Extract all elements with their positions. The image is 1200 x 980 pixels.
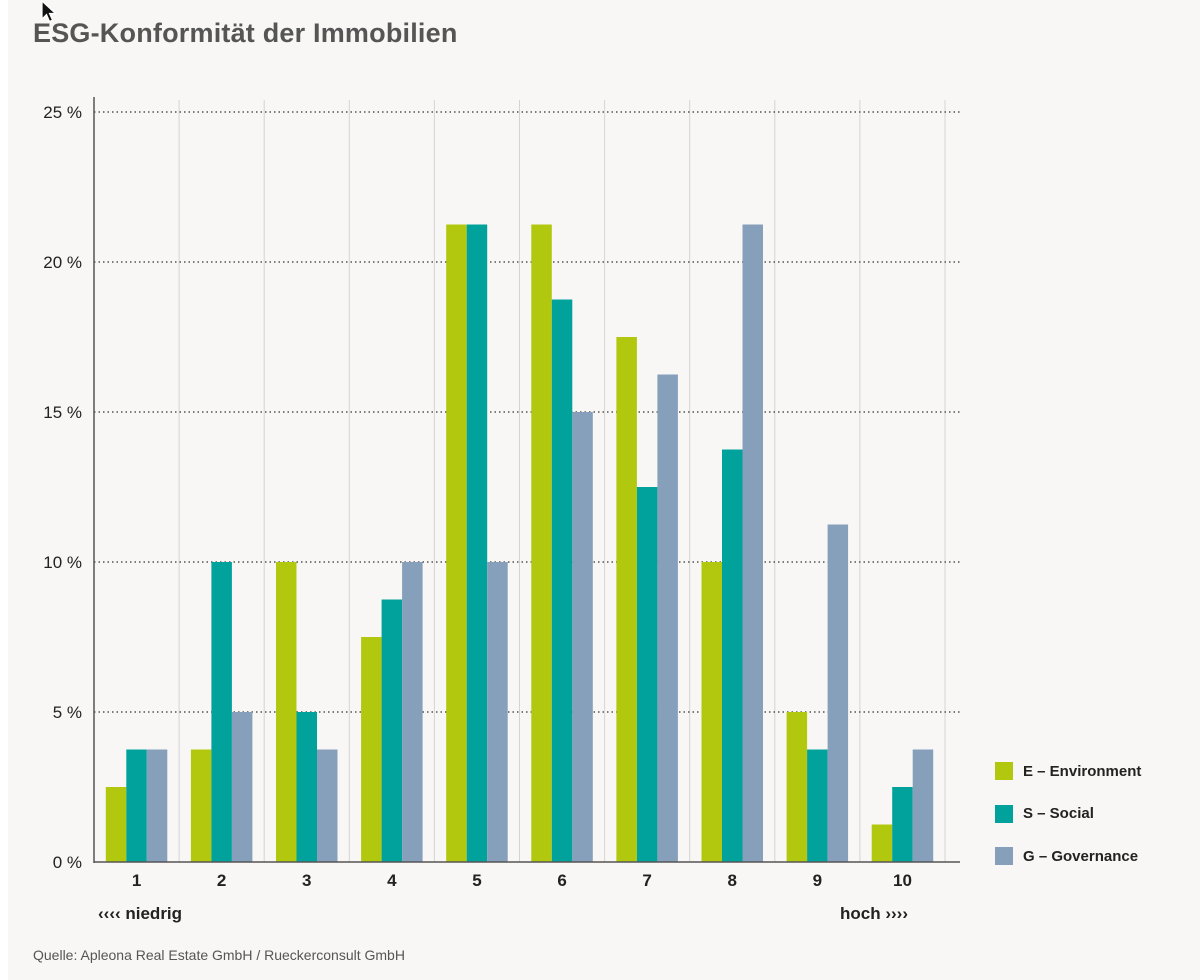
x-tick-label: 7 [642, 871, 651, 890]
source-note: Quelle: Apleona Real Estate GmbH / Rueck… [33, 947, 405, 963]
y-tick-label: 20 % [43, 253, 82, 272]
bar [786, 712, 808, 862]
bar [231, 712, 253, 862]
legend-item-social: S – Social [995, 803, 1141, 825]
bar [657, 374, 678, 862]
bar [827, 524, 849, 862]
legend-item-environment: E – Environment [995, 760, 1141, 782]
bar [871, 824, 893, 862]
bar [616, 337, 637, 862]
bar [807, 749, 828, 862]
bar [636, 487, 658, 862]
bar [211, 562, 232, 862]
bar [190, 749, 212, 862]
y-tick-label: 15 % [43, 403, 82, 422]
scale-low-label: ‹‹‹‹ niedrig [98, 904, 183, 923]
bar [701, 562, 722, 862]
bar [531, 224, 552, 862]
bar [402, 562, 423, 862]
legend-swatch-social [995, 804, 1013, 823]
bar [551, 299, 573, 862]
scale-high-label: hoch ›››› [840, 904, 908, 923]
bar [487, 562, 508, 862]
y-tick-label: 10 % [43, 553, 82, 572]
x-tick-label: 1 [132, 871, 141, 890]
bar [381, 599, 403, 862]
y-tick-label: 5 % [53, 703, 82, 722]
bar [361, 637, 382, 862]
legend-label-environment: E – Environment [1023, 762, 1142, 780]
x-tick-label: 5 [472, 871, 481, 890]
bar [146, 749, 168, 862]
legend-label-governance: G – Governance [1023, 847, 1139, 865]
bar [892, 787, 913, 862]
legend-item-governance: G – Governance [995, 845, 1141, 867]
bar [276, 562, 297, 862]
legend-label-social: S – Social [1023, 805, 1094, 822]
bar [296, 712, 317, 862]
mouse-cursor-icon [41, 0, 58, 23]
bar [446, 224, 467, 862]
x-tick-label: 8 [728, 871, 737, 890]
bar [572, 412, 593, 862]
legend-swatch-environment [995, 762, 1013, 780]
y-tick-label: 0 % [53, 853, 82, 872]
x-tick-label: 9 [813, 871, 822, 890]
x-tick-label: 6 [557, 871, 566, 890]
x-tick-label: 3 [302, 871, 311, 890]
y-tick-label: 25 % [43, 103, 82, 122]
bar [317, 749, 338, 862]
bar [912, 749, 934, 862]
x-tick-label: 2 [217, 871, 226, 890]
x-tick-label: 4 [387, 871, 397, 890]
bar [466, 224, 488, 862]
chart-legend: E – Environment S – Social G – Governanc… [995, 760, 1141, 888]
bar [126, 749, 147, 862]
bar [722, 449, 743, 862]
x-tick-label: 10 [893, 871, 912, 890]
bar [742, 224, 763, 862]
chart-title: ESG-Konformität der Immobilien [33, 18, 458, 48]
legend-swatch-governance [995, 847, 1013, 865]
bar [105, 787, 127, 862]
